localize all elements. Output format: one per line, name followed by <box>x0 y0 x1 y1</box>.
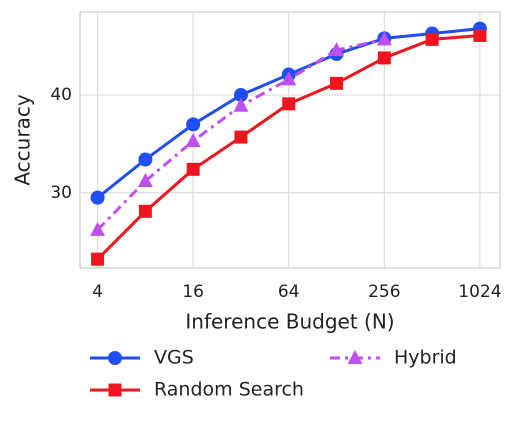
marker <box>186 162 200 176</box>
x-tick-label: 256 <box>368 282 400 302</box>
y-tick-label: 30 <box>50 183 72 203</box>
marker <box>91 252 105 266</box>
marker <box>233 88 248 103</box>
legend-label: Random Search <box>154 379 304 401</box>
marker <box>138 152 153 167</box>
marker <box>185 132 201 147</box>
marker <box>282 97 296 111</box>
marker <box>137 173 153 188</box>
marker <box>233 97 249 112</box>
x-tick-label: 1024 <box>458 282 501 302</box>
marker <box>376 31 392 46</box>
marker <box>377 51 391 65</box>
x-axis-label: Inference Budget (N) <box>185 310 394 334</box>
marker <box>138 204 152 218</box>
marker <box>329 42 345 57</box>
legend-marker <box>108 351 122 365</box>
marker <box>330 76 344 90</box>
marker <box>90 221 106 236</box>
legend-label: Hybrid <box>394 347 457 369</box>
marker <box>90 190 105 205</box>
legend-marker <box>347 350 363 364</box>
x-tick-label: 64 <box>278 282 300 302</box>
x-tick-label: 16 <box>182 282 204 302</box>
marker <box>473 28 487 42</box>
marker <box>425 32 439 46</box>
y-axis-label: Accuracy <box>11 94 35 185</box>
legend-label: VGS <box>154 347 194 369</box>
marker <box>281 71 297 86</box>
marker <box>234 130 248 144</box>
legend-marker <box>108 383 122 397</box>
y-tick-label: 40 <box>50 85 72 105</box>
marker <box>186 117 201 132</box>
x-tick-label: 4 <box>92 282 103 302</box>
plot-area <box>79 11 501 269</box>
